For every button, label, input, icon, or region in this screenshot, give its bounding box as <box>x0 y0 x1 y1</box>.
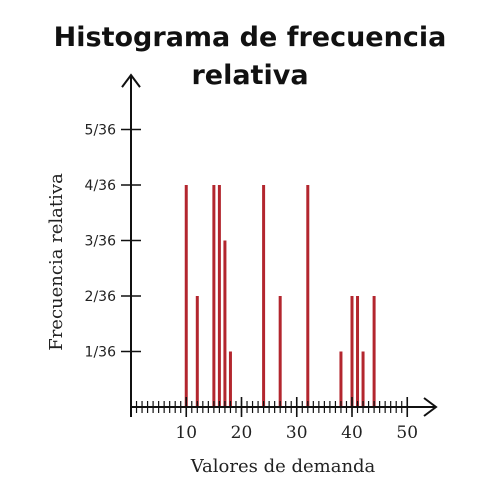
x-tick-label: 30 <box>286 423 308 443</box>
y-axis-arrow <box>121 73 141 88</box>
y-axis-label: Frecuencia relativa <box>46 173 67 351</box>
bars-layer <box>184 185 376 407</box>
chart-title-line-1: Histograma de frecuencia <box>53 22 447 53</box>
x-tick-label: 40 <box>341 423 363 443</box>
x-axis-label: Valores de demanda <box>190 456 376 477</box>
y-tick-label: 1/36 <box>85 345 117 361</box>
chart-title-line-2: relativa <box>191 60 309 91</box>
x-tick-label: 10 <box>175 423 197 443</box>
y-tick-label: 5/36 <box>85 123 117 139</box>
x-tick-label: 50 <box>396 423 418 443</box>
y-tick-label: 4/36 <box>85 178 117 194</box>
y-tick-label: 3/36 <box>85 234 117 250</box>
x-axis-arrow <box>423 397 438 417</box>
x-tick-label: 20 <box>231 423 253 443</box>
y-tick-label: 2/36 <box>85 289 117 305</box>
ticks-layer: 10 20 30 40 50 1/36 2/36 3/36 4/36 5/36 <box>85 123 419 444</box>
